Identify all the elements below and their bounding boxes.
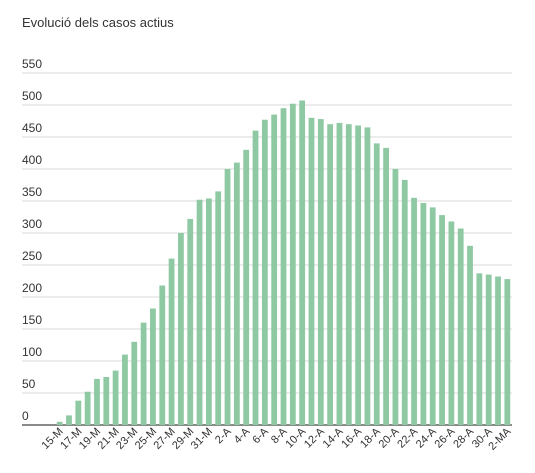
bar-23-M (131, 341, 138, 425)
bar-30-A (485, 274, 492, 425)
bars (56, 100, 511, 426)
bar-18-M (84, 391, 91, 425)
bar-25-A (439, 215, 445, 425)
bar-29-M (187, 218, 194, 425)
bar-17-A (364, 127, 371, 426)
bar-19-M (94, 378, 100, 425)
bar-21-M (112, 370, 119, 425)
y-tick-label: 400 (22, 153, 42, 167)
x-tick-label: 4-A (232, 425, 253, 446)
bar-19-A (383, 147, 389, 425)
bar-2-A (224, 169, 231, 425)
bar-10-A (299, 100, 306, 426)
x-tick-label: 6-A (250, 425, 271, 446)
bar-15-M (56, 421, 63, 425)
y-tick-label: 550 (22, 57, 42, 71)
bar-4-A (243, 149, 250, 426)
y-tick-label: 50 (22, 377, 36, 391)
y-tick-label: 450 (22, 121, 42, 135)
bar-21-A (401, 179, 408, 425)
y-tick-label: 200 (22, 281, 42, 295)
chart-title: Evolució dels casos actius (22, 15, 174, 30)
y-tick-label: 300 (22, 217, 42, 231)
bar-18-A (373, 143, 380, 425)
bar-8-A (280, 108, 287, 425)
bar-28-M (178, 233, 184, 425)
bar-28-A (467, 245, 473, 425)
bar-24-M (140, 322, 147, 425)
bar-30-M (196, 199, 203, 425)
bar-16-M (66, 415, 72, 425)
bar-25-M (150, 308, 156, 425)
bar-7-A (271, 114, 278, 425)
x-tick-label: 2-MA (486, 425, 514, 453)
bar-13-A (327, 124, 334, 425)
bar-6-A (261, 119, 268, 425)
y-tick-label: 100 (22, 345, 42, 359)
bar-3-A (233, 162, 240, 425)
y-axis-labels: 0 50 100 150 200 250 300 350 400 450 500 550 (22, 57, 42, 423)
bar-20-A (392, 169, 399, 425)
bar-5-A (252, 130, 259, 425)
bar-26-M (159, 285, 166, 425)
bar-11-A (308, 117, 315, 426)
bar-17-M (75, 400, 82, 425)
bar-27-M (168, 258, 175, 425)
bar-12-A (317, 119, 324, 425)
bar-24-A (429, 207, 436, 425)
y-tick-label: 350 (22, 185, 42, 199)
bar-1-MA (495, 276, 501, 425)
y-tick-label: 150 (22, 313, 42, 327)
bar-29-A (476, 273, 483, 425)
bar-1-A (215, 191, 222, 425)
y-tick-label: 500 (22, 89, 42, 103)
x-axis-labels: 15-M17-M19-M21-M23-M25-M27-M29-M31-M2-A4… (40, 425, 514, 453)
bar-22-M (122, 354, 128, 425)
bar-16-A (355, 125, 361, 425)
bar-31-M (206, 198, 212, 425)
bar-20-M (103, 377, 110, 425)
y-tick-label: 0 (22, 409, 29, 423)
x-tick-label: 2-A (213, 425, 234, 446)
y-tick-label: 250 (22, 249, 42, 263)
bar-15-A (345, 124, 352, 425)
x-tick-label: 31-M (189, 426, 215, 452)
bar-14-A (336, 122, 343, 426)
bar-23-A (420, 202, 427, 425)
bar-2-MA (504, 279, 511, 425)
bar-9-A (289, 103, 296, 425)
bar-26-A (448, 221, 455, 425)
bar-22-A (411, 197, 417, 425)
bar-27-A (457, 228, 464, 425)
